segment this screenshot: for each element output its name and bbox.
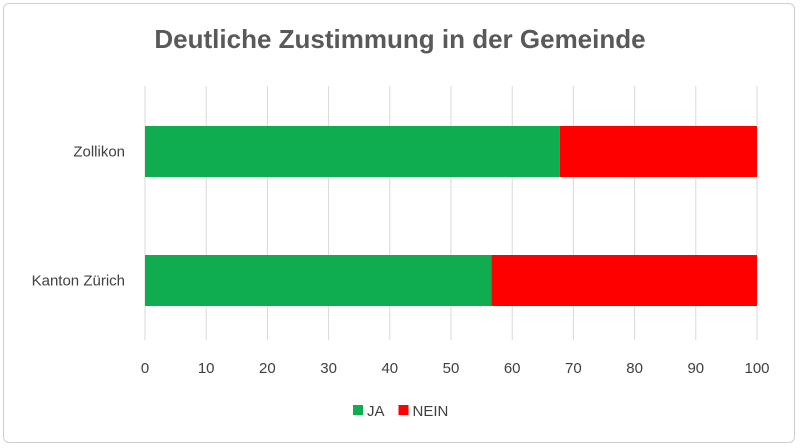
bar-ja [145,126,560,177]
bar-nein [559,126,757,177]
category-label: Zollikon [73,144,125,161]
chart-frame [3,3,795,443]
x-tick-label: 90 [687,360,704,377]
category-label: Kanton Zürich [32,273,125,290]
bar-nein [491,255,757,306]
legend-swatch-ja [353,405,363,415]
chart-title: Deutliche Zustimmung in der Gemeinde [154,24,646,54]
x-tick-label: 10 [198,360,215,377]
x-tick-label: 0 [141,360,149,377]
legend-label: NEIN [413,403,449,420]
x-tick-label: 100 [744,360,769,377]
bar-ja [145,255,492,306]
x-tick-label: 50 [443,360,460,377]
x-tick-label: 30 [320,360,337,377]
x-tick-label: 70 [565,360,582,377]
x-tick-label: 60 [504,360,521,377]
legend-label: JA [367,403,385,420]
x-tick-label: 80 [626,360,643,377]
x-tick-label: 20 [259,360,276,377]
legend-swatch-nein [398,405,409,415]
x-tick-label: 40 [381,360,398,377]
